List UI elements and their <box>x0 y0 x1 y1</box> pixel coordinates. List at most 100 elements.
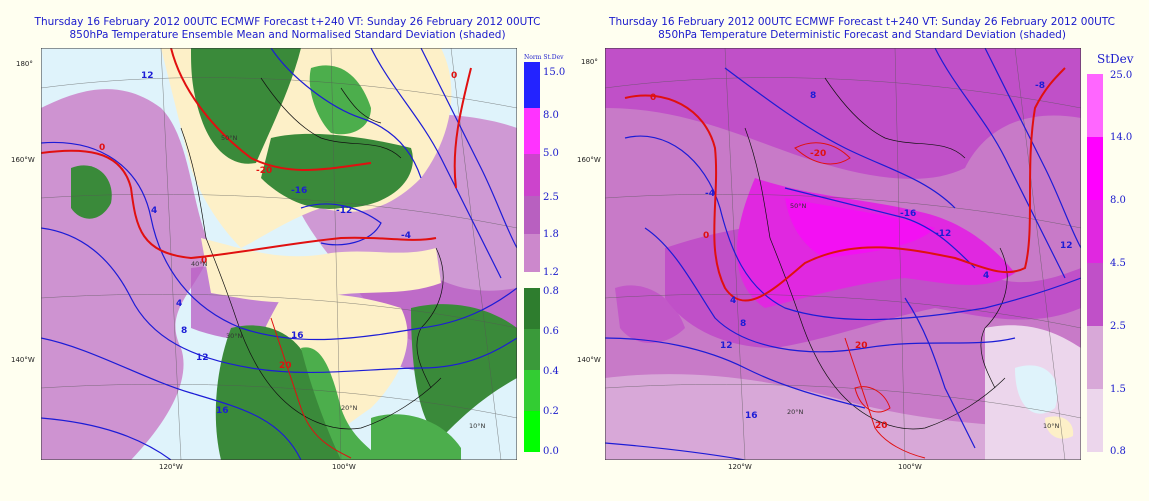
left-legend-title: Norm St.Dev <box>524 54 564 61</box>
right-contour-label: 4 <box>730 296 736 306</box>
right-contour-label: 16 <box>745 411 758 421</box>
left-lon-label: 120°W <box>159 463 183 471</box>
right-contour-label: 12 <box>1060 241 1073 251</box>
right-contour-label: 4 <box>983 271 989 281</box>
right-lon-label: 120°W <box>728 463 752 471</box>
left-legend-tick: 15.0 <box>543 67 566 78</box>
right-graticule <box>605 48 1081 460</box>
left-contour-label: 8 <box>181 326 187 336</box>
right-grid-label: 10°N <box>1043 422 1060 430</box>
right-contour-label: 20 <box>875 421 888 431</box>
left-legend-tick: 8.0 <box>543 110 559 121</box>
left-panel: Thursday 16 February 2012 00UTC ECMWF Fo… <box>11 16 566 471</box>
left-grid-labels: 50°N 40°N 30°N 20°N 10°N <box>191 134 486 430</box>
right-legend-swatch <box>1087 74 1103 137</box>
right-contour-label: -20 <box>810 149 826 159</box>
left-contour-label: 0 <box>99 143 105 153</box>
right-lat-label: 160°W <box>577 156 601 164</box>
right-lat-label: 180° <box>581 58 598 66</box>
right-title-line1: Thursday 16 February 2012 00UTC ECMWF Fo… <box>609 16 1115 28</box>
right-grid-label: 20°N <box>787 408 804 416</box>
right-legend-tick: 25.0 <box>1110 70 1133 81</box>
left-legend-tick: 1.2 <box>543 267 559 278</box>
right-coastlines <box>744 77 1008 430</box>
left-contour-label: -4 <box>401 231 411 241</box>
right-contour-label: 12 <box>720 341 733 351</box>
right-contour-label: -4 <box>705 189 715 199</box>
right-contour-label: -12 <box>935 229 951 239</box>
right-lon-label: 100°W <box>898 463 922 471</box>
left-contour-label: 16 <box>291 331 304 341</box>
right-contour-label: 20 <box>855 341 868 351</box>
left-red-contours-thin <box>270 317 352 459</box>
right-contour-label: 0 <box>703 231 709 241</box>
right-grid-label: 50°N <box>790 202 807 210</box>
right-contour-label: -8 <box>1035 81 1045 91</box>
left-contour-label: 12 <box>196 353 209 363</box>
right-legend-swatch <box>1087 326 1103 389</box>
left-contour-label: 16 <box>216 406 229 416</box>
left-legend-tick: 1.8 <box>543 229 559 240</box>
right-contour-label: 8 <box>810 91 816 101</box>
left-legend-tick: 0.0 <box>543 446 559 457</box>
right-legend-swatch <box>1087 263 1103 326</box>
left-legend-swatch <box>524 411 540 452</box>
left-legend-tick: 0.4 <box>543 366 559 377</box>
right-grid-labels: 50°N 20°N 10°N <box>787 202 1060 430</box>
right-legend-title: StDev <box>1097 52 1134 66</box>
right-contour-labels: 0 0 -4 -8 -12 -16 -20 4 4 8 8 12 12 16 2… <box>650 81 1073 431</box>
left-contour-labels: 0 0 0 -4 -12 -16 -20 4 4 8 12 12 16 16 2… <box>99 71 457 416</box>
left-legend-swatch <box>524 288 540 329</box>
left-legend-swatch <box>524 329 540 370</box>
right-panel: Thursday 16 February 2012 00UTC ECMWF Fo… <box>575 0 1149 501</box>
right-legend <box>1087 74 1103 452</box>
left-legend-swatch <box>524 370 540 411</box>
right-legend-tick: 1.5 <box>1110 384 1126 395</box>
right-blue-contours <box>605 48 1081 460</box>
left-lat-label: 160°W <box>11 156 35 164</box>
left-grid-label: 40°N <box>191 260 208 268</box>
left-lat-label: 140°W <box>11 356 35 364</box>
left-contour-label: 20 <box>279 361 292 371</box>
left-legend-tick: 2.5 <box>543 192 559 203</box>
left-lon-label: 100°W <box>332 463 356 471</box>
left-grid-label: 10°N <box>469 422 486 430</box>
right-legend-tick: 2.5 <box>1110 321 1126 332</box>
left-grid-label: 20°N <box>341 404 358 412</box>
right-title-line2: 850hPa Temperature Deterministic Forecas… <box>658 29 1066 41</box>
left-map: 0 0 0 -4 -12 -16 -20 4 4 8 12 12 16 16 2… <box>41 48 517 460</box>
right-legend-tick: 14.0 <box>1110 132 1133 143</box>
left-coastlines <box>180 77 444 430</box>
right-contour-label: 8 <box>740 319 746 329</box>
left-legend-swatch <box>524 154 540 196</box>
left-blue-contours <box>41 48 517 460</box>
right-legend-swatch <box>1087 137 1103 200</box>
left-grid-label: 30°N <box>226 332 243 340</box>
right-legend-tick: 0.8 <box>1110 446 1126 457</box>
left-graticule <box>41 48 517 460</box>
left-legend-tick: 0.2 <box>543 406 559 417</box>
left-legend-tick: 0.6 <box>543 326 559 337</box>
right-red-contours-thin <box>794 142 926 459</box>
right-lat-label: 140°W <box>577 356 601 364</box>
right-legend-swatch <box>1087 200 1103 263</box>
left-grid-label: 50°N <box>221 134 238 142</box>
left-contour-label: -16 <box>291 186 307 196</box>
right-contour-label: -16 <box>900 209 916 219</box>
left-contour-label: 4 <box>151 206 157 216</box>
left-legend-tick: 0.8 <box>543 286 559 297</box>
left-contour-label: -20 <box>256 166 272 176</box>
left-title-line1: Thursday 16 February 2012 00UTC ECMWF Fo… <box>34 16 541 28</box>
left-legend-tick: 5.0 <box>543 148 559 159</box>
left-contour-label: -12 <box>336 206 352 216</box>
left-legend-swatch <box>524 62 540 108</box>
left-legend-swatch <box>524 108 540 154</box>
right-legend-tick: 4.5 <box>1110 258 1126 269</box>
left-legend <box>524 62 540 452</box>
right-red-contours <box>624 67 1066 302</box>
left-contour-label: 0 <box>201 256 207 266</box>
right-map: 0 0 -4 -8 -12 -16 -20 4 4 8 8 12 12 16 2… <box>605 48 1081 460</box>
right-contour-label: 0 <box>650 93 656 103</box>
right-legend-swatch <box>1087 389 1103 452</box>
left-legend-swatch <box>524 234 540 272</box>
